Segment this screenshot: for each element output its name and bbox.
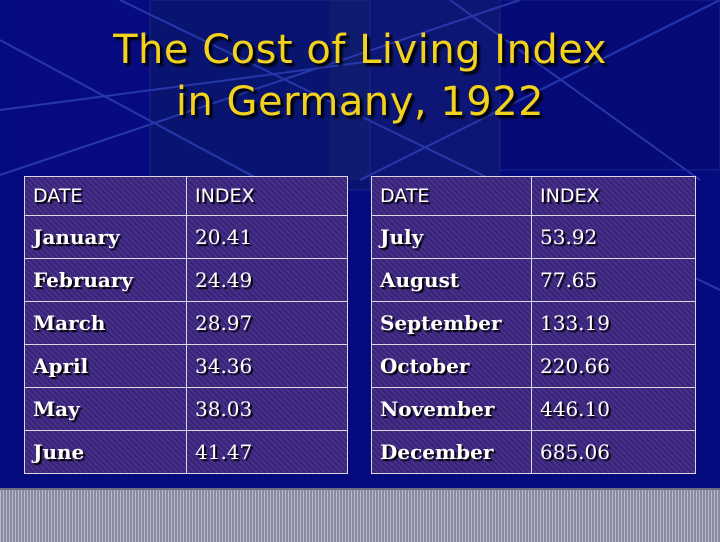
title-line-1: The Cost of Living Index [113,27,607,73]
table-row: September 133.19 [371,301,696,346]
title-line-2: in Germany, 1922 [175,79,545,125]
index-value-cell: 38.03 [186,387,348,432]
cost-index-table-left: DATE INDEX January 20.41 February 24.49 … [24,175,348,474]
month-cell: July [371,215,532,260]
header-date: DATE [24,175,187,217]
index-value-cell: 24.49 [186,258,348,303]
index-value-cell: 77.65 [531,258,696,303]
index-value-cell: 34.36 [186,344,348,389]
month-cell: February [24,258,187,303]
page-title: The Cost of Living Index in Germany, 192… [0,24,720,128]
index-value-cell: 28.97 [186,301,348,346]
index-value-cell: 53.92 [531,215,696,260]
table-row: November 446.10 [371,387,696,432]
index-value-cell: 41.47 [186,430,348,474]
table-row: October 220.66 [371,344,696,389]
index-value-cell: 20.41 [186,215,348,260]
month-cell: August [371,258,532,303]
index-value-cell: 220.66 [531,344,696,389]
month-cell: January [24,215,187,260]
table-row: December 685.06 [371,430,696,474]
index-value-cell: 133.19 [531,301,696,346]
month-cell: June [24,430,187,474]
table-row: February 24.49 [24,258,348,303]
cost-index-table-right: DATE INDEX July 53.92 August 77.65 Septe… [371,175,696,474]
table-row: June 41.47 [24,430,348,474]
table-row: April 34.36 [24,344,348,389]
month-cell: September [371,301,532,346]
header-date: DATE [371,175,532,217]
month-cell: March [24,301,187,346]
month-cell: April [24,344,187,389]
table-row: January 20.41 [24,215,348,260]
table-row: August 77.65 [371,258,696,303]
table-row: May 38.03 [24,387,348,432]
index-value-cell: 685.06 [531,430,696,474]
index-value-cell: 446.10 [531,387,696,432]
table-row: March 28.97 [24,301,348,346]
table-row: July 53.92 [371,215,696,260]
month-cell: May [24,387,187,432]
header-index: INDEX [531,175,696,217]
month-cell: October [371,344,532,389]
header-index: INDEX [186,175,348,217]
month-cell: November [371,387,532,432]
table-header-row: DATE INDEX [371,175,696,217]
table-header-row: DATE INDEX [24,175,348,217]
month-cell: December [371,430,532,474]
footer-band [0,488,720,542]
